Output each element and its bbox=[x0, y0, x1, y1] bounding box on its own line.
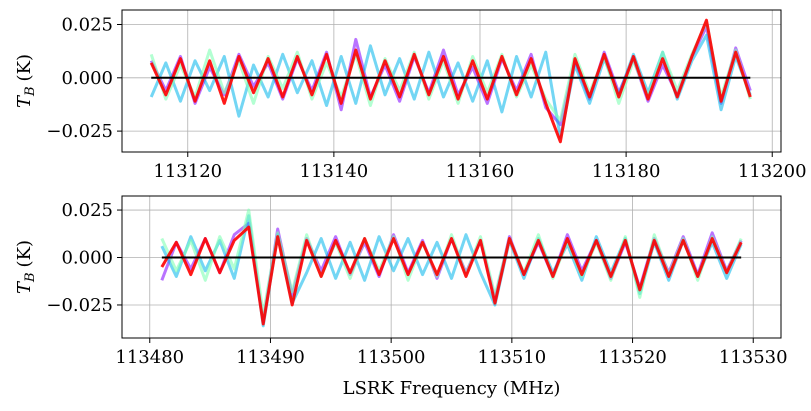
y-label-symbol: T bbox=[14, 94, 35, 108]
y-tick-label: 0.000 bbox=[61, 68, 113, 89]
y-label-symbol: T bbox=[14, 280, 35, 294]
y-axis-label: TB (K) bbox=[14, 54, 38, 108]
plot-frame bbox=[121, 195, 782, 339]
y-label-unit: (K) bbox=[14, 240, 35, 268]
x-tick-label: 113200 bbox=[738, 161, 807, 182]
spectrum-line bbox=[160, 225, 743, 326]
x-tick-label: 113180 bbox=[592, 161, 661, 182]
y-label-subscript: B bbox=[23, 86, 38, 97]
y-tick-label: −0.025 bbox=[46, 295, 113, 316]
x-tick-label: 113490 bbox=[236, 347, 305, 368]
x-tick-label: 113530 bbox=[719, 347, 788, 368]
spectrum-line bbox=[149, 18, 752, 144]
y-axis-label: TB (K) bbox=[14, 240, 38, 294]
plot-frame bbox=[121, 9, 782, 153]
x-axis-label: LSRK Frequency (MHz) bbox=[343, 378, 561, 399]
y-tick-label: 0.025 bbox=[61, 200, 113, 221]
x-tick-label: 113140 bbox=[300, 161, 369, 182]
x-tick-label: 113500 bbox=[357, 347, 426, 368]
y-label-unit: (K) bbox=[14, 54, 35, 82]
panel: 113120 113140 113160 113180 113200 −0.025 0.00… bbox=[14, 9, 807, 182]
x-tick-label: 113160 bbox=[446, 161, 515, 182]
y-label-subscript: B bbox=[23, 272, 38, 283]
panel: 113480 113490 113500 113510 113520 113530 −0.0… bbox=[14, 195, 788, 399]
y-tick-label: −0.025 bbox=[46, 121, 113, 142]
x-tick-label: 113480 bbox=[115, 347, 184, 368]
y-tick-label: 0.025 bbox=[61, 14, 113, 35]
x-tick-label: 113120 bbox=[153, 161, 222, 182]
x-tick-label: 113510 bbox=[477, 347, 546, 368]
x-tick-label: 113520 bbox=[598, 347, 667, 368]
y-tick-label: 0.000 bbox=[61, 248, 113, 269]
